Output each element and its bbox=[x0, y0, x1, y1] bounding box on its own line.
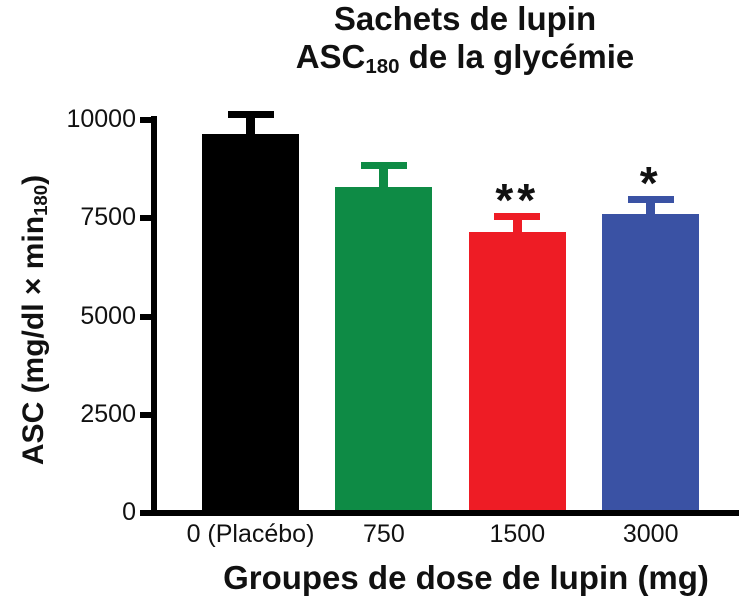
bar-750 bbox=[335, 186, 433, 516]
x-tick-label: 0 (Placébo) bbox=[186, 520, 315, 548]
y-tick-mark bbox=[140, 215, 157, 222]
y-tick-label: 10000 bbox=[66, 105, 136, 133]
x-tick-label: 1500 bbox=[489, 520, 546, 548]
chart-title-line2: ASC180 de la glycémie bbox=[295, 38, 635, 78]
error-bar-cap bbox=[494, 212, 541, 220]
y-tick-label: 0 bbox=[122, 498, 136, 526]
title-subscript: 180 bbox=[365, 54, 400, 78]
y-tick-mark bbox=[140, 117, 157, 123]
bar-0 (Placébo) bbox=[202, 133, 299, 516]
significance-annotation: ** bbox=[495, 173, 540, 226]
error-bar-stem bbox=[512, 216, 522, 233]
error-bar-stem bbox=[646, 199, 656, 216]
y-tick-label: 5000 bbox=[80, 301, 136, 330]
bar-1500 bbox=[468, 232, 566, 516]
significance-annotation: * bbox=[639, 157, 662, 210]
x-tick-label: 3000 bbox=[622, 520, 679, 548]
chart-title-line1: Sachets de lupin bbox=[333, 0, 597, 37]
bar-3000 bbox=[602, 214, 700, 516]
error-bar-cap bbox=[227, 110, 274, 118]
y-tick-mark bbox=[140, 313, 157, 320]
x-axis-line bbox=[151, 510, 739, 516]
error-bar-stem bbox=[379, 165, 389, 188]
y-tick-mark bbox=[140, 510, 157, 516]
x-tick-label: 750 bbox=[363, 520, 405, 548]
error-bar-stem bbox=[246, 114, 255, 135]
x-axis-title: Groupes de dose de lupin (mg) bbox=[223, 559, 709, 596]
y-tick-label: 7500 bbox=[80, 203, 136, 232]
chart-title: Sachets de lupin ASC180 de la glycémie bbox=[190, 0, 739, 81]
y-tick-mark bbox=[140, 411, 157, 418]
y-tick-label: 2500 bbox=[80, 399, 136, 428]
error-bar-cap bbox=[627, 196, 674, 204]
error-bar-cap bbox=[360, 161, 407, 169]
